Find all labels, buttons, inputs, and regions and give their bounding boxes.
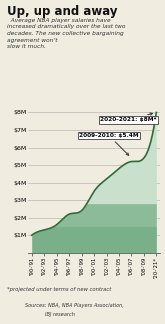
Text: Sources: NBA, NBA Players Association,: Sources: NBA, NBA Players Association, <box>25 303 124 308</box>
Text: Average NBA player salaries have
increased dramatically over the last two
decade: Average NBA player salaries have increas… <box>7 18 125 49</box>
Text: 2009-2010: $5.4M: 2009-2010: $5.4M <box>79 133 139 155</box>
Text: Up, up and away: Up, up and away <box>7 5 117 18</box>
Text: IBJ research: IBJ research <box>45 312 74 317</box>
Text: 2020-2021: $8M*: 2020-2021: $8M* <box>100 113 157 122</box>
Text: *projected under terms of new contract: *projected under terms of new contract <box>7 287 111 292</box>
